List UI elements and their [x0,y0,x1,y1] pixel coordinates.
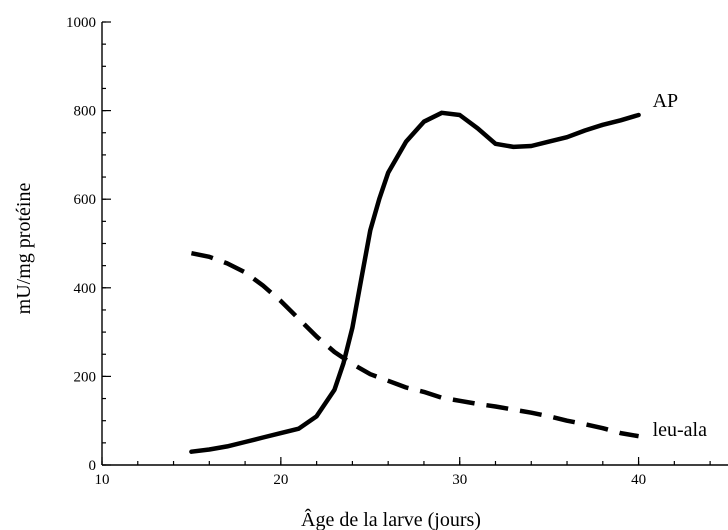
series-label: AP [653,90,679,112]
y-tick-label: 0 [89,458,97,474]
y-tick-label: 600 [74,192,97,208]
series-layer [189,110,641,454]
y-tick-label: 400 [74,281,97,297]
x-tick-label: 30 [452,472,467,488]
x-tick-label: 40 [631,472,646,488]
series-line-ap [189,110,641,454]
series-line-leu-ala [190,250,639,439]
y-tick-label: 1000 [66,15,96,31]
series-label: leu-ala [653,419,708,441]
x-axis-label: Âge de la larve (jours) [301,508,481,530]
x-tick-label: 20 [273,472,288,488]
y-tick-label: 800 [74,104,97,120]
x-tick-label: 10 [95,472,110,488]
axes [101,21,728,466]
y-axis-label: mU/mg protéine [13,183,35,315]
y-tick-label: 200 [74,369,97,385]
